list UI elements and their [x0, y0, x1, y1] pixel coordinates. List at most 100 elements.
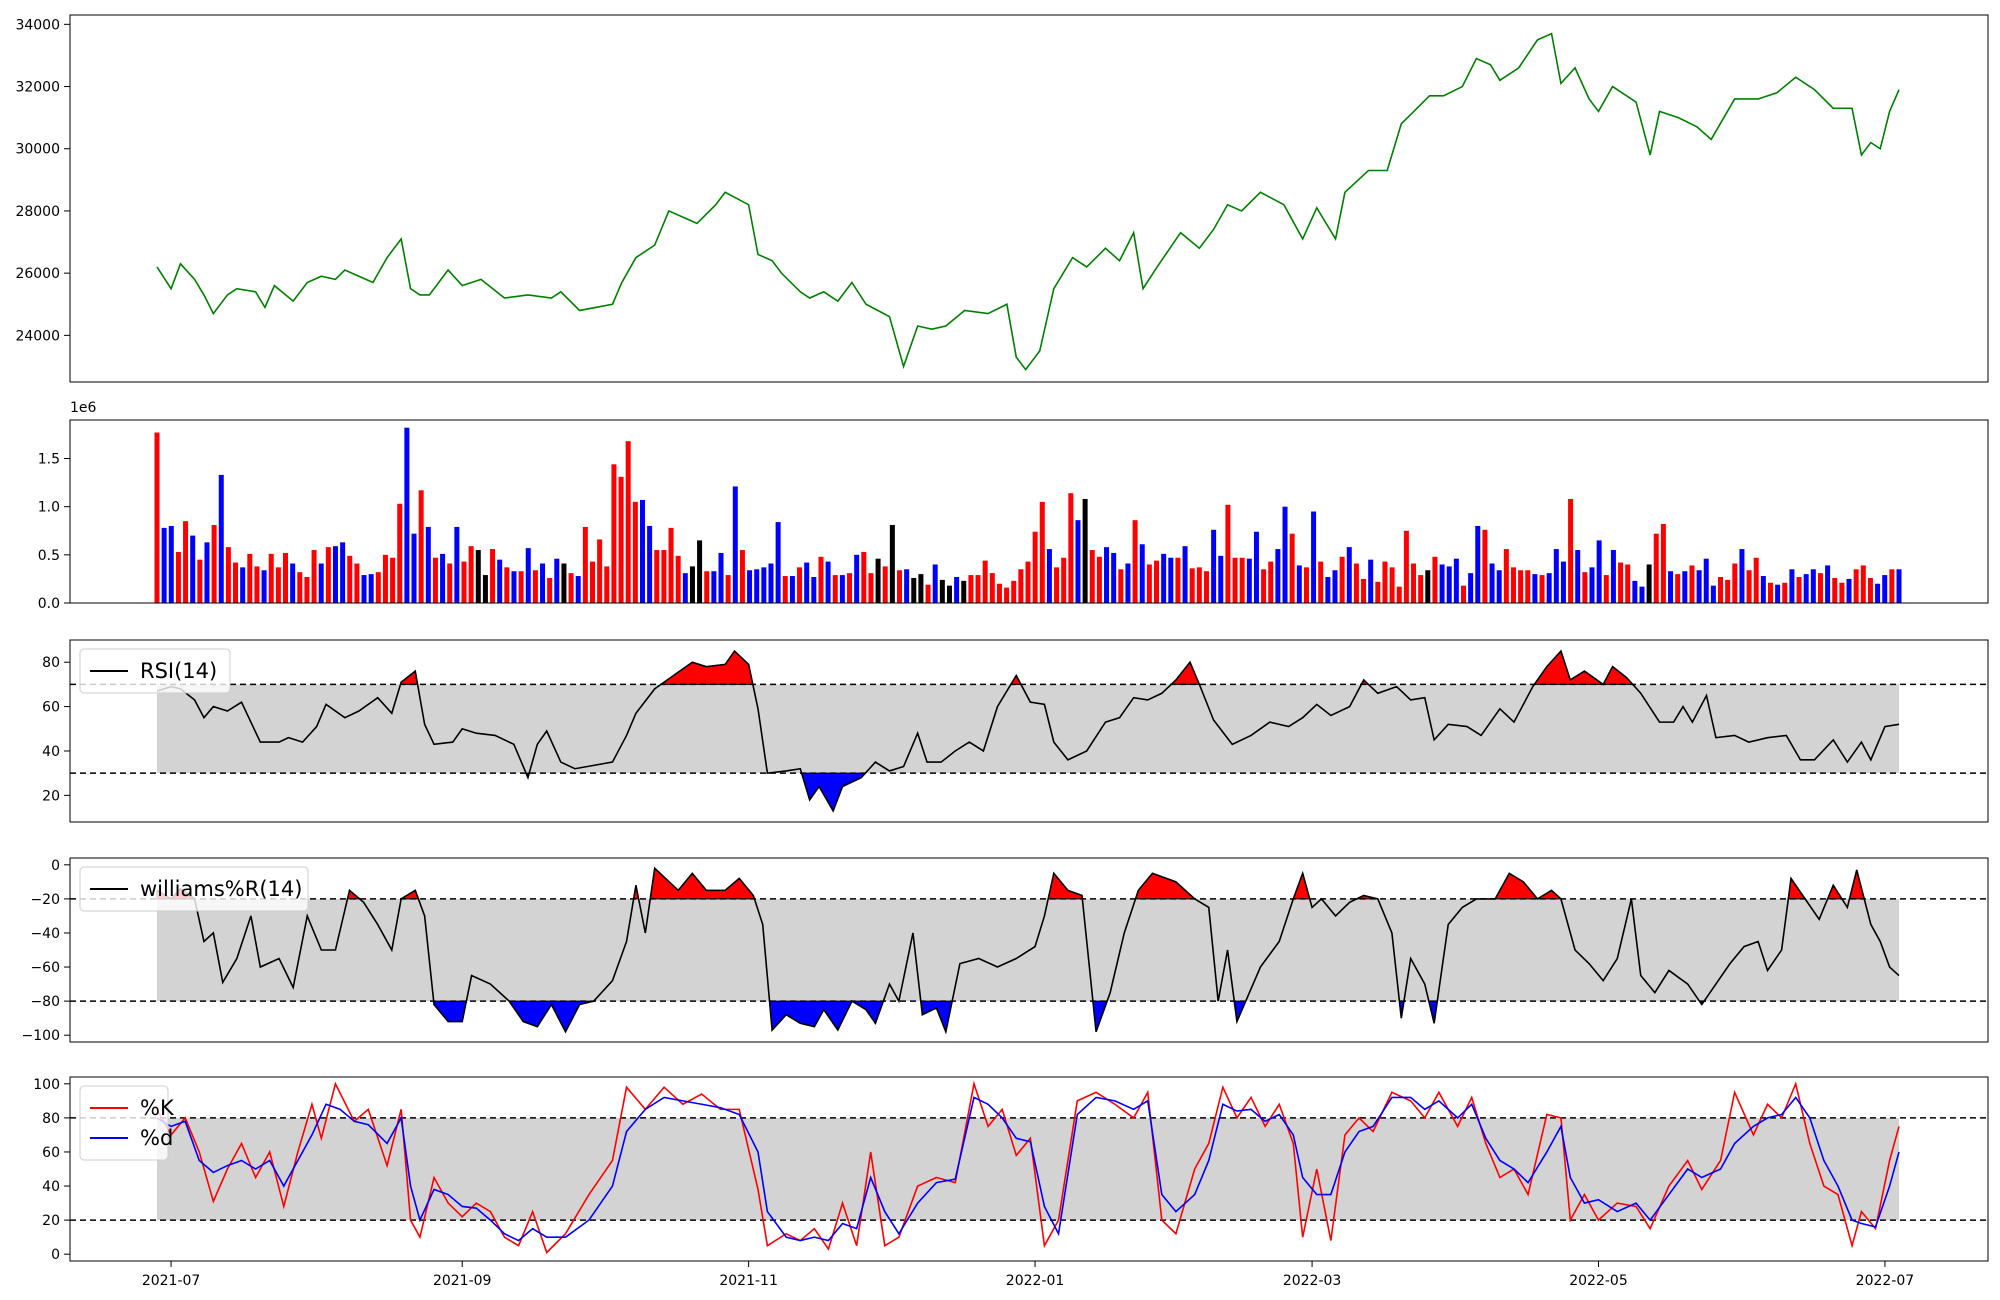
volume-bar — [968, 575, 974, 603]
volume-bar — [1632, 580, 1638, 603]
volume-bar — [704, 571, 710, 603]
y-tick-label: 28000 — [15, 204, 60, 220]
volume-bar — [711, 571, 717, 603]
y-tick-label: 80 — [42, 655, 60, 671]
volume-bar — [1867, 577, 1873, 603]
y-tick-label: 60 — [42, 700, 60, 716]
volume-bar — [1261, 569, 1267, 603]
volume-bar — [1239, 557, 1245, 603]
volume-bar — [1096, 556, 1102, 603]
volume-bar — [1525, 570, 1531, 603]
volume-bar — [611, 464, 617, 603]
axes-frame — [69, 1076, 1989, 1262]
volume-bar — [1353, 563, 1359, 603]
volume-bar — [1418, 575, 1424, 603]
volume-bar — [1575, 550, 1581, 603]
volume-bar — [1760, 576, 1766, 603]
volume-bar — [1104, 547, 1110, 603]
volume-bar — [1175, 557, 1181, 603]
volume-bar — [868, 573, 874, 603]
volume-bar — [668, 527, 674, 603]
volume-bar — [597, 539, 603, 603]
y-tick-label: −60 — [30, 960, 60, 976]
volume-bar — [275, 567, 281, 603]
y-tick-label: 40 — [42, 1179, 60, 1195]
volume-bar — [697, 540, 703, 603]
x-tick-label: 2021-07 — [142, 1273, 201, 1289]
volume-bar — [582, 526, 588, 603]
volume-bar — [1325, 576, 1331, 603]
volume-bar — [525, 548, 531, 603]
volume-bar — [732, 486, 738, 603]
volume-bar — [354, 563, 360, 603]
volume-bar — [175, 551, 181, 603]
legend-box — [79, 648, 231, 694]
volume-bar — [1782, 582, 1788, 603]
y-tick-label: 1.0 — [38, 500, 60, 516]
volume-bar — [1218, 555, 1224, 603]
volume-bar — [1625, 564, 1631, 603]
volume-bar — [1803, 574, 1809, 603]
volume-bar — [1753, 557, 1759, 603]
y-tick-label: 40 — [42, 744, 60, 760]
y-tick-label: 60 — [42, 1145, 60, 1161]
volume-bar — [318, 563, 324, 603]
volume-bar — [561, 563, 567, 603]
volume-bar — [625, 441, 631, 603]
x-tick-label: 2022-07 — [1856, 1273, 1915, 1289]
volume-bar — [325, 547, 331, 603]
volume-bar — [1875, 583, 1881, 603]
volume-bar — [811, 576, 817, 603]
volume-bar — [925, 584, 931, 603]
volume-bar — [1068, 493, 1074, 603]
volume-bar — [1368, 559, 1374, 603]
volume-bar — [904, 569, 910, 603]
volume-bar — [1696, 570, 1702, 603]
volume-bar — [283, 552, 289, 603]
volume-bar — [1832, 577, 1838, 603]
x-tick-label: 2022-03 — [1283, 1273, 1342, 1289]
volume-bar — [1182, 546, 1188, 603]
volume-bar — [1682, 571, 1688, 603]
volume-bar — [1296, 565, 1302, 603]
volume-bar — [575, 576, 581, 603]
volume-bar — [1817, 573, 1823, 603]
volume-bar — [190, 535, 196, 603]
overbought-fill — [1848, 869, 1865, 900]
volume-bar — [304, 576, 310, 603]
volume-bar — [254, 566, 260, 603]
volume-bar — [1653, 533, 1659, 603]
volume-bar — [1668, 571, 1674, 603]
volume-bar — [1375, 581, 1381, 603]
volume-bar — [911, 577, 917, 603]
volume-bar — [1303, 567, 1309, 603]
volume-bar — [361, 575, 367, 603]
volume-bar — [1039, 501, 1045, 603]
volume-bar — [1275, 549, 1281, 603]
x-tick-label: 2021-09 — [433, 1273, 492, 1289]
volume-bar — [1889, 569, 1895, 603]
volume-bar — [682, 573, 688, 603]
volume-bar — [461, 561, 467, 603]
volume-bar — [411, 533, 417, 603]
volume-bar — [1639, 586, 1645, 603]
volume-bar — [233, 562, 239, 603]
volume-bar — [497, 559, 503, 603]
volume-bar — [1339, 556, 1345, 603]
y-tick-label: 24000 — [15, 328, 60, 344]
overbought-fill — [1533, 650, 1605, 685]
volume-bar — [1453, 558, 1459, 603]
volume-bar — [1389, 567, 1395, 603]
volume-bar — [889, 524, 895, 603]
volume-bar — [725, 575, 731, 603]
volume-bar — [1289, 533, 1295, 603]
volume-bar — [1539, 575, 1545, 603]
y-tick-label: 20 — [42, 788, 60, 804]
volume-bar — [1046, 549, 1052, 603]
volume-bar — [368, 574, 374, 603]
volume-bar — [475, 550, 481, 603]
legend-box — [79, 1085, 169, 1161]
volume-bar — [946, 585, 952, 603]
volume-bar — [739, 550, 745, 603]
volume-bar — [647, 525, 653, 603]
